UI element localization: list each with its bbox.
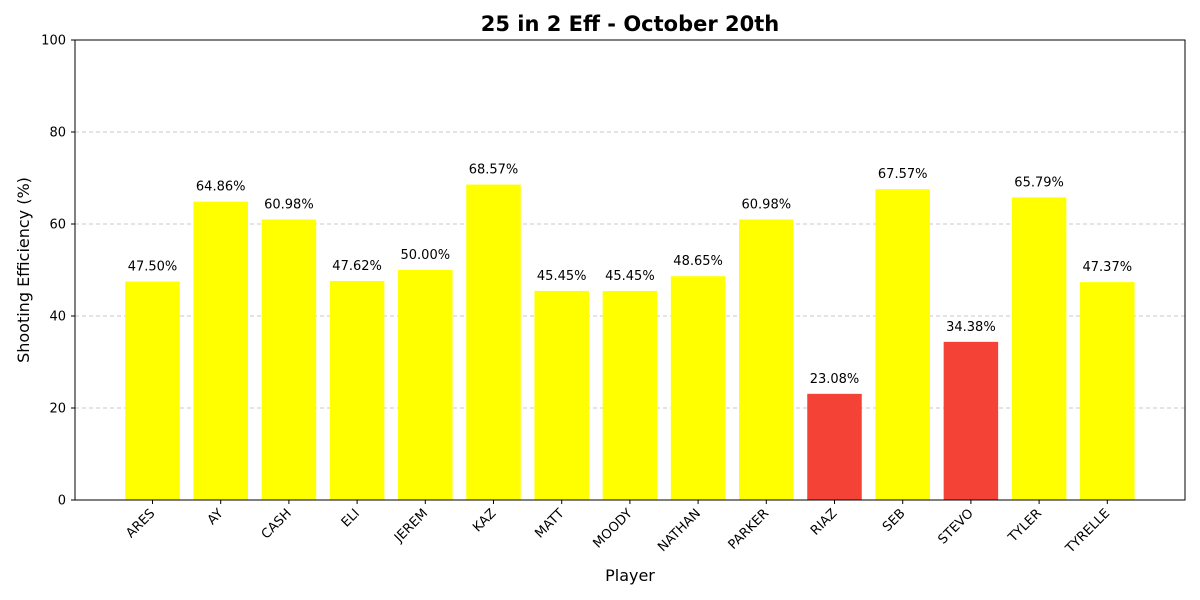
bar-moody bbox=[602, 290, 658, 500]
data-label-parker: 60.98% bbox=[742, 197, 792, 212]
bar-stevo bbox=[943, 341, 999, 500]
bar-parker bbox=[739, 219, 794, 500]
data-label-kaz: 68.57% bbox=[469, 163, 519, 178]
y-tick-label: 20 bbox=[49, 402, 66, 417]
data-label-jerem: 50.00% bbox=[401, 248, 451, 263]
x-tick-label-jerem: JEREM bbox=[391, 506, 431, 546]
data-label-ay: 64.86% bbox=[196, 180, 246, 195]
data-label-matt: 45.45% bbox=[537, 269, 587, 284]
data-labels: 47.50% 64.86% 60.98% 47.62% 50.00% 68.57% 45.4… bbox=[128, 163, 1132, 387]
bar-ay bbox=[193, 201, 248, 501]
bar-riaz bbox=[807, 393, 862, 500]
bars bbox=[125, 184, 1135, 501]
y-tick-label: 40 bbox=[49, 310, 66, 325]
y-axis: 0 20 40 60 80 100 bbox=[41, 34, 75, 509]
bar-nathan bbox=[670, 276, 726, 500]
x-tick-label-seb: SEB bbox=[880, 506, 909, 535]
plot-frame bbox=[74, 39, 1186, 501]
x-tick-label-nathan: NATHAN bbox=[655, 506, 704, 555]
x-tick-label-moody: MOODY bbox=[591, 506, 636, 551]
data-label-eli: 47.62% bbox=[332, 259, 382, 274]
x-tick-label-cash: CASH bbox=[259, 506, 295, 542]
x-tick-label-kaz: KAZ bbox=[470, 506, 499, 535]
x-axis-label: Player bbox=[605, 566, 655, 585]
y-tick-label: 80 bbox=[49, 126, 66, 141]
bar-jerem bbox=[398, 270, 453, 500]
data-label-stevo: 34.38% bbox=[946, 320, 996, 335]
x-tick-label-tyrelle: TYRELLE bbox=[1062, 506, 1113, 557]
data-label-tyrelle: 47.37% bbox=[1083, 260, 1133, 275]
data-label-tyler: 65.79% bbox=[1014, 175, 1064, 190]
x-axis: ARES AY CASH ELI JEREM KAZ MATT MOODY NATHAN PARK… bbox=[123, 500, 1113, 557]
x-tick-label-ares: ARES bbox=[123, 506, 158, 541]
x-tick-label-stevo: STEVO bbox=[935, 506, 976, 547]
x-tick-label-riaz: RIAZ bbox=[808, 506, 840, 538]
x-tick-label-tyler: TYLER bbox=[1005, 506, 1045, 546]
x-tick-label-eli: ELI bbox=[339, 506, 363, 530]
bar-kaz bbox=[466, 184, 521, 500]
y-tick-label: 60 bbox=[49, 218, 66, 233]
chart-title: 25 in 2 Eff - October 20th bbox=[481, 12, 780, 36]
data-label-seb: 67.57% bbox=[878, 167, 928, 182]
data-label-moody: 45.45% bbox=[605, 269, 655, 284]
data-label-riaz: 23.08% bbox=[810, 372, 860, 387]
bar-seb bbox=[875, 189, 930, 501]
bar-tyler bbox=[1011, 197, 1067, 500]
data-label-nathan: 48.65% bbox=[673, 254, 723, 269]
y-tick-label: 0 bbox=[58, 494, 66, 509]
x-tick-label-ay: AY bbox=[205, 506, 227, 528]
bar-ares bbox=[125, 281, 180, 500]
y-tick-label: 100 bbox=[41, 34, 66, 49]
data-label-ares: 47.50% bbox=[128, 260, 178, 275]
bar-cash bbox=[261, 219, 317, 500]
bar-tyrelle bbox=[1080, 282, 1135, 500]
bar-matt bbox=[534, 290, 589, 500]
bar-eli bbox=[329, 280, 385, 500]
data-label-cash: 60.98% bbox=[264, 197, 314, 212]
x-tick-label-matt: MATT bbox=[532, 506, 567, 541]
x-tick-label-parker: PARKER bbox=[726, 506, 772, 552]
y-axis-label: Shooting Efficiency (%) bbox=[14, 177, 33, 363]
